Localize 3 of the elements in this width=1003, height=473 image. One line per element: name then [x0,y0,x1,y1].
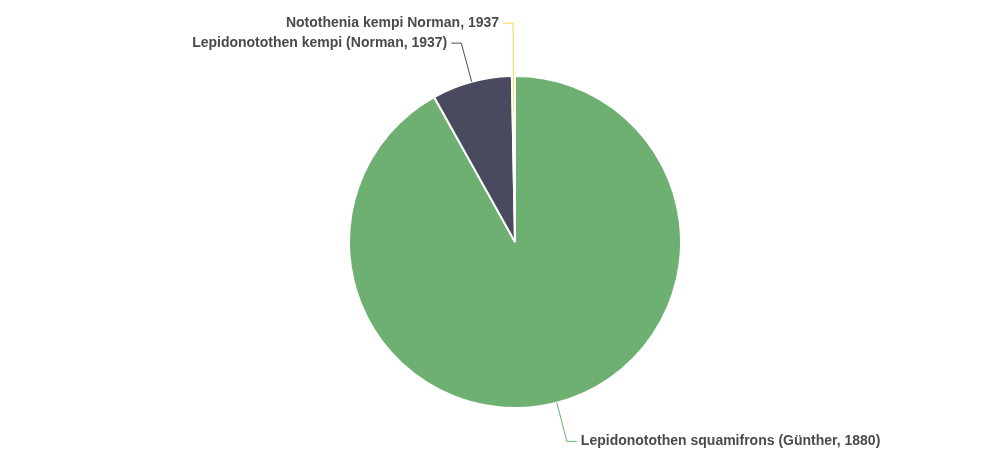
slice-label: Lepidonotothen kempi (Norman, 1937) [192,33,448,50]
slice-label: Lepidonotothen squamifrons (Günther, 1880) [580,432,881,449]
slice-label: Notothenia kempi Norman, 1937 [285,13,500,30]
